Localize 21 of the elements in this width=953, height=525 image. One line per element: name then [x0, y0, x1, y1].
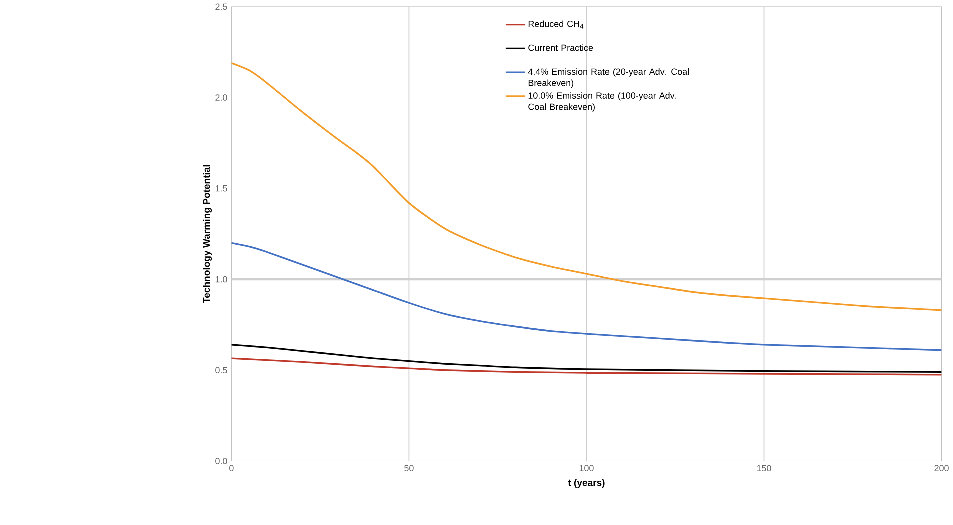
y-tick-label: 0.0 [216, 458, 228, 464]
y-tick-label: 1.0 [216, 276, 228, 283]
legend-label: Reduced CH$_{4}$ [528, 20, 584, 29]
legend-label: 4.4% Emission Rate (20-year Adv. Coal Breakeven) [528, 68, 689, 88]
legend-label: 10.0% Emission Rate (100-year Adv. Coal Breakeven) [528, 92, 676, 112]
line-series [232, 242, 942, 352]
legend-label: Current Practice [528, 44, 594, 52]
x-tick-label: 50 [404, 465, 414, 472]
x-axis-title: t (years) [568, 479, 605, 488]
line-series [232, 344, 942, 373]
y-tick-label: 2.5 [216, 4, 228, 10]
x-tick-label: 0 [230, 465, 234, 472]
y-tick-label: 2.0 [216, 94, 228, 101]
y-axis-title: Technology Warming Potential [203, 165, 212, 304]
x-tick-label: 100 [580, 465, 594, 472]
x-tick-label: 150 [757, 465, 772, 472]
line-series [232, 358, 942, 376]
line-series [232, 62, 942, 312]
y-tick-label: 1.5 [216, 185, 228, 192]
y-tick-label: 0.5 [216, 367, 228, 374]
x-tick-label: 200 [934, 465, 949, 472]
